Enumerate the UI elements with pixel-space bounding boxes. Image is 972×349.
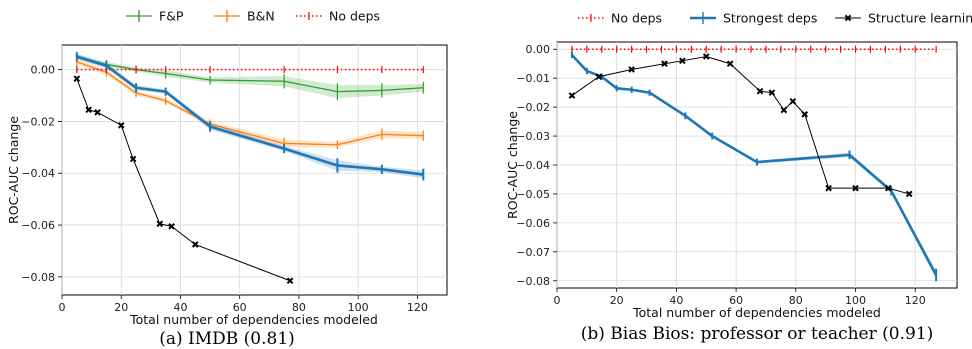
imdb-series-strongest-line: [76, 55, 424, 176]
biasbios-series-structure-learning-marker: [628, 66, 635, 73]
biasbios-y-tick-label: −0.06: [516, 217, 550, 230]
biasbios-series-structure-learning-line: [571, 55, 910, 195]
biasbios-legend: No deps Strongest deps Structure learning: [578, 11, 972, 26]
imdb-y-tick-label: −0.08: [21, 271, 55, 284]
imdb-series-f-p: [76, 52, 424, 101]
biasbios-series-structure-learning-marker: [595, 73, 603, 81]
legend-label: No deps: [329, 9, 380, 24]
imdb-series-structure-marker: [168, 223, 175, 230]
biasbios-x-tick-label: 0: [554, 294, 561, 307]
biasbios-chart-panel: 0 20 40 60 80 100 120 0.00 −0.01 −0.02 −0.03 −0.04 −…: [505, 11, 972, 345]
imdb-tick-labels: 0 20 40 60 80 100 120 0.00 −0.02 −0.04 −0.06 −0.08: [21, 64, 428, 314]
biasbios-y-tick-label: 0.00: [526, 43, 551, 56]
biasbios-series-no-deps: [571, 45, 937, 53]
biasbios-series-structure-learning-marker: [789, 98, 797, 105]
biasbios-series-structure-learning: [568, 53, 913, 198]
biasbios-series-structure-learning-marker: [756, 87, 764, 95]
biasbios-y-tick-label: −0.01: [516, 72, 550, 85]
imdb-series-structure-marker: [85, 106, 92, 114]
biasbios-series-structure-learning-marker: [780, 106, 788, 114]
imdb-x-tick-label: 100: [348, 301, 369, 314]
biasbios-legend-item-strongest-deps: Strongest deps: [690, 11, 817, 26]
imdb-y-tick-label: −0.06: [21, 219, 55, 232]
imdb-x-tick-label: 120: [407, 301, 428, 314]
imdb-legend-item-b-n: B&N: [214, 9, 275, 24]
biasbios-y-tick-label: −0.04: [516, 159, 550, 172]
biasbios-series-structure-learning-marker: [885, 184, 892, 192]
imdb-x-tick-label: 20: [114, 301, 128, 314]
imdb-x-tick-label: 60: [233, 301, 247, 314]
biasbios-gridlines: [556, 42, 957, 288]
legend-label: Strongest deps: [723, 11, 817, 26]
biasbios-series-structure-learning-marker: [661, 60, 668, 68]
imdb-chart-panel: 0 20 40 60 80 100 1200.00−0.02−0.04−0.06−0.08 …: [6, 9, 448, 349]
legend-label: F&P: [159, 9, 184, 24]
imdb-series-structure-marker: [94, 109, 101, 116]
biasbios-series-strongest-deps-error-band: [571, 53, 937, 280]
biasbios-series-structure-learning-marker: [568, 92, 576, 99]
imdb-series-structure-marker: [286, 277, 294, 285]
biasbios-series-layer: [568, 45, 938, 282]
imdb-series-strongest: [75, 52, 425, 181]
imdb-y-axis-label: ROC-AUC change: [6, 116, 21, 224]
biasbios-series-structure-learning-marker: [905, 190, 913, 198]
biasbios-series-structure-learning-marker: [726, 60, 734, 68]
imdb-legend-item-no-deps: No deps: [296, 9, 380, 24]
imdb-x-tick-label: 40: [173, 301, 187, 314]
biasbios-y-tick-label: −0.08: [516, 275, 550, 288]
biasbios-tick-labels: 0 20 40 60 80 100 120 0.00 −0.01 −0.02 −0.03 −0.04 −…: [516, 43, 925, 307]
biasbios-series-structure-learning-marker: [679, 57, 686, 65]
biasbios-y-tick-label: −0.07: [516, 246, 550, 259]
imdb-series-structure-marker: [156, 220, 164, 228]
imdb-series-strongest-error-band: [76, 54, 424, 179]
imdb-x-tick-label: 80: [292, 301, 306, 314]
biasbios-x-tick-label: 80: [789, 294, 803, 307]
imdb-series-structure-marker: [73, 75, 81, 82]
imdb-series-structure-marker: [191, 241, 199, 248]
biasbios-y-tick-label: −0.03: [516, 130, 550, 143]
biasbios-x-tick-label: 100: [845, 294, 866, 307]
imdb-series-structure-marker: [117, 122, 125, 129]
biasbios-legend-item-structure-learning: Structure learning: [835, 11, 972, 26]
legend-label: No deps: [611, 11, 662, 26]
imdb-y-tick-label: −0.02: [21, 115, 55, 128]
biasbios-series-structure-learning-marker: [702, 53, 710, 60]
biasbios-x-tick-label: 120: [905, 294, 926, 307]
biasbios-x-tick-label: 20: [610, 294, 624, 307]
imdb-series-structure-marker: [129, 155, 137, 163]
imdb-series-f-p-error-band: [76, 54, 424, 99]
imdb-series-structure: [73, 75, 294, 285]
imdb-x-tick-label: 0: [59, 301, 66, 314]
imdb-legend-item-f-p: F&P: [126, 9, 184, 24]
biasbios-series-structure-learning-marker: [801, 111, 809, 118]
legend-label: Structure learning: [868, 11, 972, 26]
biasbios-y-axis-label: ROC-AUC change: [505, 111, 520, 219]
biasbios-y-tick-label: −0.05: [516, 188, 550, 201]
imdb-caption: (a) IMDB (0.81): [159, 329, 295, 349]
imdb-x-axis-label: Total number of dependencies modeled: [129, 312, 378, 327]
imdb-legend: F&P B&N No deps: [126, 9, 380, 24]
biasbios-series-structure-learning-marker: [852, 184, 859, 192]
legend-label: B&N: [247, 9, 275, 24]
biasbios-x-axis-label: Total number of dependencies modeled: [632, 305, 881, 320]
legend-swatch-marker: [844, 14, 852, 22]
biasbios-x-tick-label: 40: [669, 294, 683, 307]
imdb-y-tick-label: −0.04: [21, 167, 55, 180]
imdb-series-layer: [73, 52, 425, 285]
biasbios-y-tick-label: −0.02: [516, 101, 550, 114]
imdb-y-tick-label: 0.00: [31, 64, 56, 77]
biasbios-x-tick-label: 60: [729, 294, 743, 307]
imdb-series-b-n: [76, 57, 424, 150]
biasbios-series-structure-learning-marker: [825, 184, 832, 192]
biasbios-caption: (b) Bias Bios: professor or teacher (0.9…: [581, 324, 934, 344]
biasbios-series-structure-learning-marker: [768, 89, 776, 96]
biasbios-legend-item-no-deps: No deps: [578, 11, 662, 26]
